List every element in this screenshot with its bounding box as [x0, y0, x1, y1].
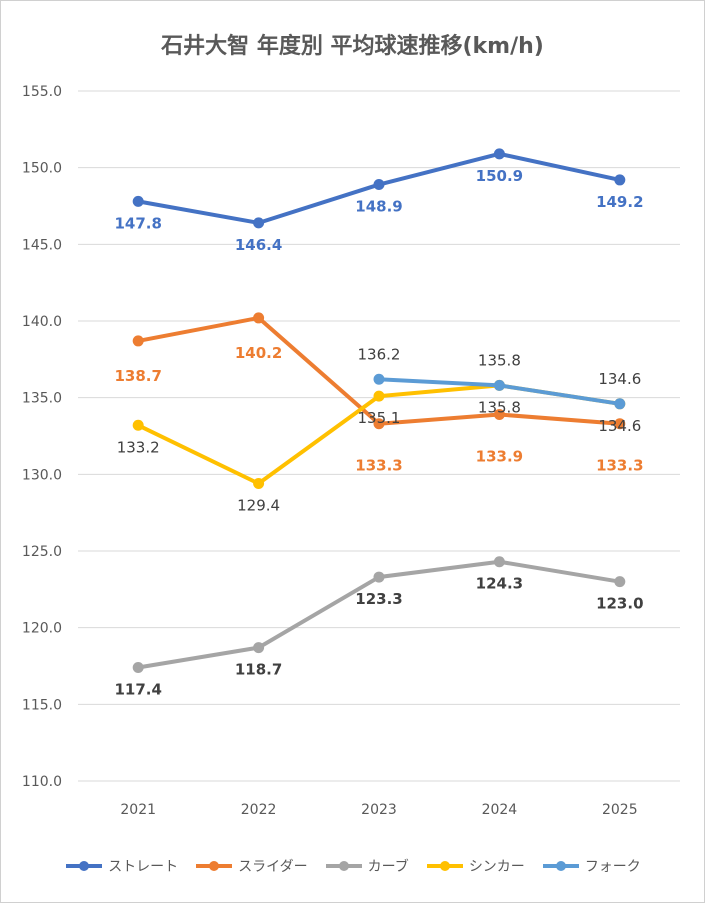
data-label: 149.2 — [596, 193, 643, 211]
data-label: 150.9 — [476, 167, 523, 185]
y-tick-label: 150.0 — [22, 161, 62, 177]
data-point — [373, 373, 385, 385]
data-point — [253, 217, 265, 229]
legend-label: フォーク — [584, 859, 641, 875]
legend-label: スライダー — [238, 859, 308, 875]
x-tick-label: 2021 — [120, 802, 156, 818]
data-point — [132, 419, 144, 431]
x-tick-label: 2023 — [361, 802, 397, 818]
data-point — [253, 312, 265, 324]
legend-label: ストレート — [108, 859, 179, 875]
data-label: 134.6 — [598, 370, 641, 388]
data-label: 133.2 — [117, 438, 160, 456]
data-label: 133.3 — [355, 457, 402, 475]
data-point — [373, 179, 385, 191]
x-tick-label: 2022 — [241, 802, 277, 818]
data-point — [132, 662, 144, 674]
data-label: 134.6 — [598, 417, 641, 435]
data-label: 123.3 — [355, 590, 402, 608]
data-point — [614, 576, 626, 588]
data-point — [493, 379, 505, 391]
data-point — [132, 195, 144, 207]
data-point — [493, 148, 505, 160]
series-line — [137, 315, 620, 426]
data-label: 124.3 — [476, 575, 523, 593]
legend-marker-icon — [325, 861, 362, 871]
data-point — [253, 478, 265, 490]
y-tick-label: 130.0 — [22, 467, 62, 483]
data-point — [614, 418, 626, 430]
data-point — [373, 418, 385, 430]
legend-item: フォーク — [541, 856, 641, 876]
data-label: 133.9 — [476, 448, 523, 466]
legend-marker-icon — [542, 861, 579, 871]
data-label: 138.7 — [114, 367, 161, 385]
data-label: 123.0 — [596, 595, 643, 613]
legend-marker-icon — [66, 861, 103, 871]
chart-title: 石井大智 年度別 平均球速推移(km/h) — [161, 34, 544, 59]
data-point — [253, 642, 265, 654]
legend-item: カーブ — [324, 856, 409, 876]
x-tick-label: 2024 — [482, 802, 518, 818]
legend-item: シンカー — [425, 856, 525, 876]
legend: ストレート スライダー カーブ シンカー フォーク — [0, 856, 705, 876]
y-tick-label: 155.0 — [22, 84, 62, 100]
y-tick-label: 110.0 — [22, 774, 62, 790]
data-label: 148.9 — [355, 198, 402, 216]
data-point — [132, 335, 144, 347]
legend-marker-icon — [196, 861, 233, 871]
data-point — [614, 174, 626, 186]
data-label: 147.8 — [114, 214, 161, 232]
y-tick-label: 145.0 — [22, 237, 62, 253]
data-label: 136.2 — [358, 345, 401, 363]
legend-label: シンカー — [468, 859, 525, 875]
legend-item: スライダー — [194, 856, 308, 876]
y-tick-label: 120.0 — [22, 621, 62, 637]
data-label: 135.8 — [478, 351, 521, 369]
legend-label: カーブ — [367, 859, 409, 875]
data-point — [373, 571, 385, 583]
data-label: 133.3 — [596, 457, 643, 475]
legend-marker-icon — [426, 861, 463, 871]
data-label: 135.8 — [478, 398, 521, 416]
data-point — [614, 398, 626, 410]
data-label: 118.7 — [235, 661, 282, 679]
data-point — [493, 556, 505, 568]
data-point — [373, 390, 385, 402]
y-tick-label: 115.0 — [22, 697, 62, 713]
x-tick-label: 2025 — [602, 802, 638, 818]
data-label: 135.1 — [358, 409, 401, 427]
y-tick-label: 140.0 — [22, 314, 62, 330]
y-tick-label: 135.0 — [22, 391, 62, 407]
data-label: 129.4 — [237, 497, 280, 515]
legend-item: ストレート — [64, 856, 178, 876]
data-point — [493, 409, 505, 421]
data-label: 146.4 — [235, 236, 282, 254]
y-tick-label: 125.0 — [22, 544, 62, 560]
data-label: 117.4 — [114, 681, 161, 699]
data-label: 140.2 — [235, 344, 282, 362]
